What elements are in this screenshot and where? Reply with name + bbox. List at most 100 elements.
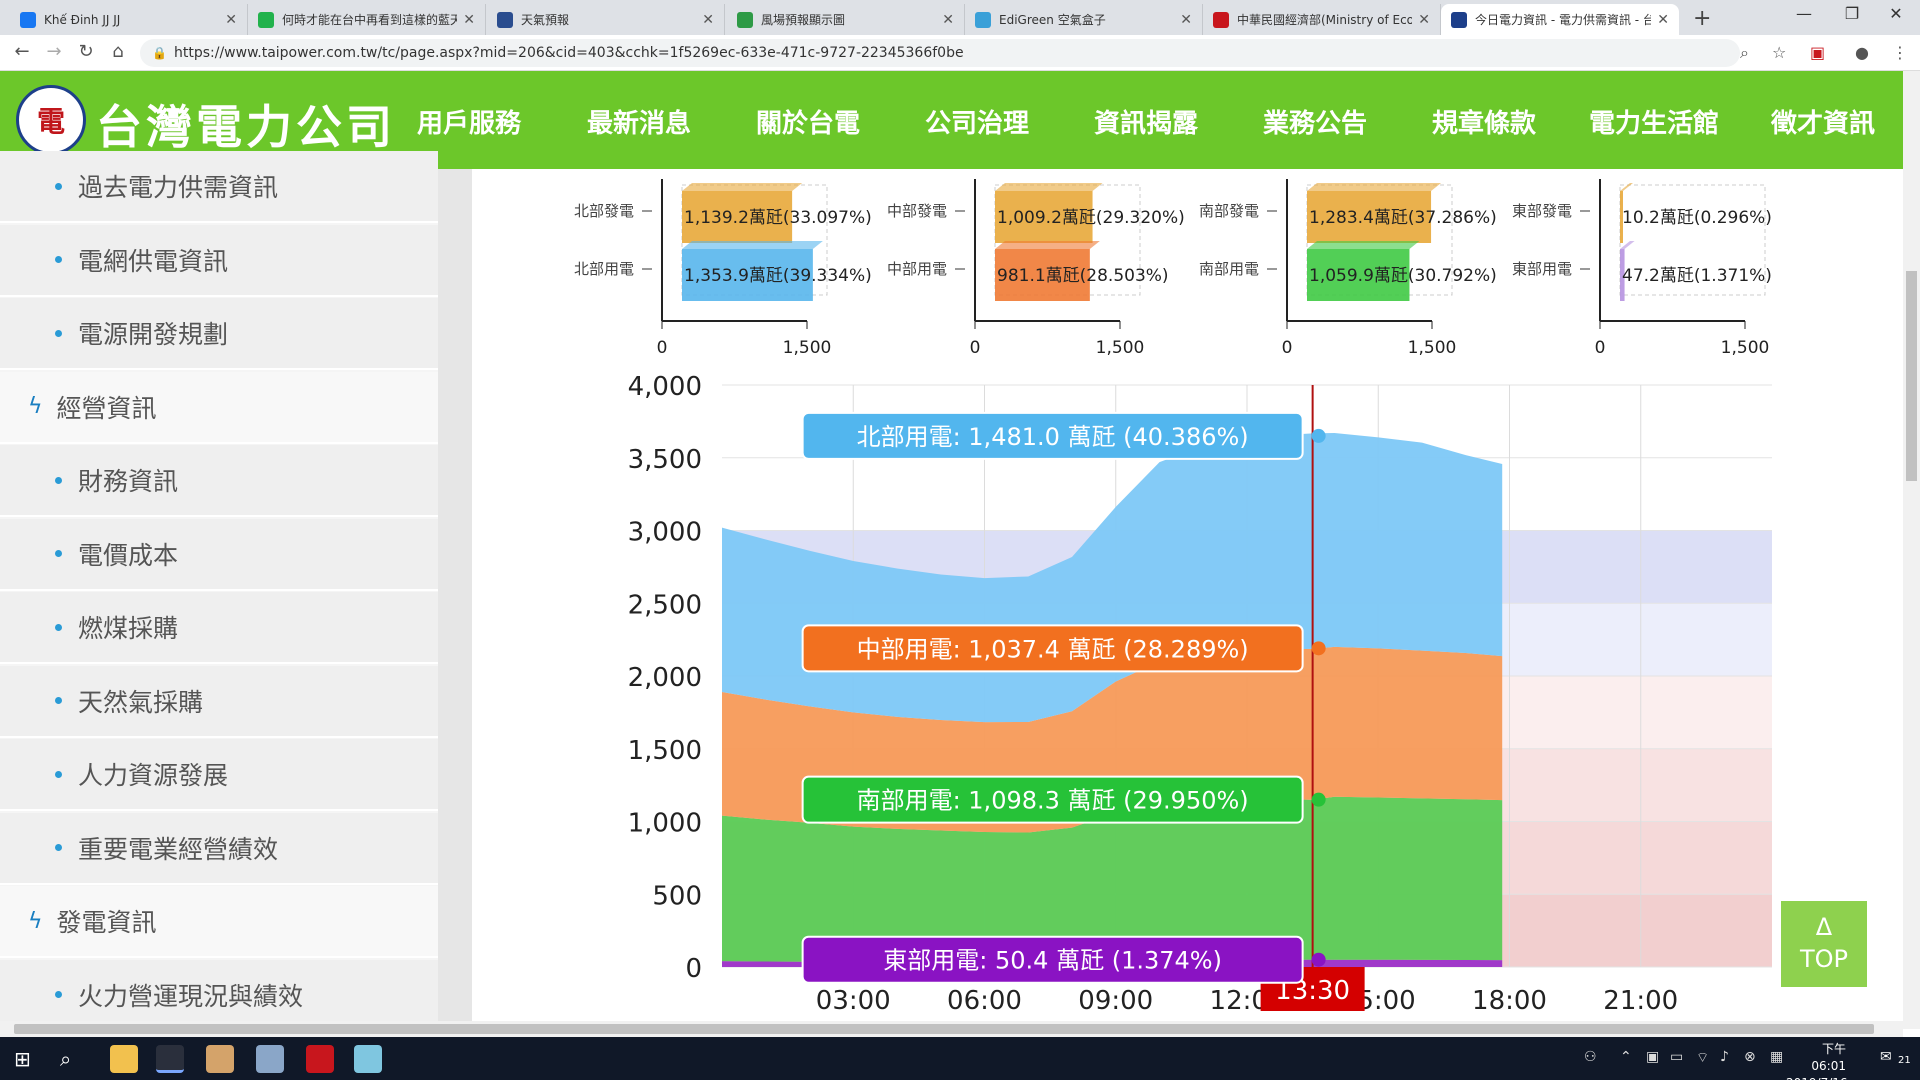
nav-item[interactable]: 公司治理 [925, 109, 1030, 139]
reload-icon[interactable]: ↻ [78, 41, 94, 62]
star-icon[interactable]: ☆ [1772, 43, 1787, 62]
chrome-icon[interactable] [156, 1045, 184, 1073]
sidebar-category[interactable]: ϟ 經營資訊 [0, 371, 438, 444]
bar-mark [682, 191, 793, 243]
site-logo-text[interactable]: 台灣電力公司 [96, 100, 396, 154]
y-tick-label: 500 [652, 881, 702, 911]
bar-top [995, 183, 1103, 191]
browser-tab[interactable]: EdiGreen 空氣盒子 ✕ [965, 4, 1203, 35]
nav-item[interactable]: 徵才資訊 [1771, 109, 1876, 139]
bar-value-label: 47.2萬瓩(1.371%) [1622, 266, 1772, 286]
sidebar-item[interactable]: 火力營運現況與績效 [0, 959, 438, 1032]
minimize-button[interactable]: — [1796, 4, 1812, 23]
bullet-icon [55, 329, 62, 337]
url-field[interactable]: 🔒 https://www.taipower.com.tw/tc/page.as… [140, 39, 1740, 67]
bar-tick-label: 1,500 [1096, 338, 1145, 358]
sidebar-category[interactable]: ϟ 發電資訊 [0, 886, 438, 958]
sidebar-item[interactable]: 電源開發規劃 [0, 298, 438, 370]
volume-icon[interactable]: ♪ [1720, 1049, 1729, 1065]
app-icon[interactable] [206, 1045, 234, 1073]
sidebar-item[interactable]: 天然氣採購 [0, 665, 438, 738]
zoom-icon[interactable]: ⌕ [1740, 43, 1749, 62]
tab-close-icon[interactable]: ✕ [942, 11, 954, 28]
home-icon[interactable]: ⌂ [112, 41, 124, 62]
restore-button[interactable]: ❐ [1844, 4, 1860, 23]
windows-start-icon[interactable]: ⊞ [14, 1047, 31, 1071]
tab-close-icon[interactable]: ✕ [1418, 11, 1430, 28]
back-to-top-button[interactable]: Δ TOP [1781, 901, 1867, 987]
nav-item[interactable]: 業務公告 [1263, 109, 1368, 139]
taskbar-clock[interactable]: 下午 06:01 2019/7/16 [1786, 1041, 1848, 1092]
sidebar-item-label: 財務資訊 [78, 467, 179, 496]
sidebar: 過去電力供需資訊 電網供電資訊電源開發規劃 ϟ 經營資訊財務資訊電價成本 燃煤採購 天然氣… [0, 151, 438, 1032]
people-icon[interactable]: ⚇ [1584, 1049, 1597, 1065]
vertical-scrollbar[interactable] [1903, 71, 1920, 1029]
tray-up-icon[interactable]: ⌃ [1620, 1049, 1632, 1065]
keyboard-icon[interactable]: ▦ [1770, 1049, 1784, 1065]
clock-date: 2019/7/16 [1786, 1076, 1848, 1090]
sidebar-item-label: 發電資訊 [56, 908, 157, 937]
back-icon[interactable]: ← [14, 41, 30, 62]
scroll-thumb[interactable] [1906, 271, 1917, 481]
network-icon[interactable]: ⌔ [1696, 1050, 1710, 1066]
browser-tab[interactable]: 風場預報顯示圖 ✕ [727, 4, 965, 35]
file-explorer-icon[interactable] [110, 1045, 138, 1073]
horizontal-scrollbar[interactable] [0, 1021, 1903, 1037]
bar-top [1307, 183, 1442, 191]
profile-icon[interactable]: ● [1855, 43, 1869, 62]
y-tick-label: 3,500 [628, 445, 702, 475]
extension-icon[interactable]: ▣ [1810, 43, 1826, 62]
tab-close-icon[interactable]: ✕ [225, 11, 237, 28]
notification-icon[interactable]: ✉ [1880, 1049, 1892, 1065]
bar-mark [1307, 249, 1410, 301]
app-icon[interactable] [354, 1045, 382, 1073]
sidebar-item[interactable]: 燃煤採購 [0, 592, 438, 664]
sidebar-item[interactable]: 電網供電資訊 [0, 224, 438, 297]
bar-top [682, 241, 823, 249]
scroll-thumb[interactable] [14, 1024, 1874, 1034]
bar-tick-label: 1,500 [1408, 338, 1457, 358]
browser-tab[interactable]: 中華民國經濟部(Ministry of Econ ✕ [1203, 4, 1441, 35]
nav-item[interactable]: 電力生活館 [1589, 109, 1720, 139]
bar-value-label: 1,283.4萬瓩(37.286%) [1309, 208, 1497, 228]
app-icon[interactable] [256, 1045, 284, 1073]
security-icon[interactable]: ▣ [1646, 1049, 1660, 1065]
tab-favicon-icon [497, 11, 513, 28]
close-tray-icon[interactable]: ⊗ [1744, 1049, 1756, 1065]
taipower-logo-icon[interactable]: 電 [16, 85, 86, 155]
sidebar-item[interactable]: 過去電力供需資訊 [0, 151, 438, 223]
menu-icon[interactable]: ⋮ [1892, 43, 1908, 62]
sidebar-item[interactable]: 重要電業經營績效 [0, 812, 438, 885]
app-icon[interactable] [306, 1045, 334, 1073]
forward-icon[interactable]: → [46, 41, 62, 62]
tab-favicon-icon [1213, 11, 1229, 28]
tooltip-label: 東部用電: 50.4 萬瓩 (1.374%) [883, 947, 1222, 975]
bar-mark [1307, 191, 1432, 243]
tab-close-icon[interactable]: ✕ [702, 11, 714, 28]
tooltip-marker [1311, 792, 1326, 807]
browser-tab[interactable]: 何時才能在台中再看到這樣的藍天 ✕ [248, 4, 486, 35]
sidebar-item[interactable]: 財務資訊 [0, 445, 438, 517]
sidebar-item[interactable]: 電價成本 [0, 518, 438, 591]
sidebar-item[interactable]: 人力資源發展 [0, 739, 438, 811]
tab-close-icon[interactable]: ✕ [463, 11, 475, 28]
browser-tab[interactable]: Khế Đinh JJ JJ ✕ [10, 4, 248, 35]
tab-close-icon[interactable]: ✕ [1657, 11, 1669, 28]
browser-tab[interactable]: 天氣預報 ✕ [487, 4, 725, 35]
nav-item[interactable]: 最新消息 [587, 109, 692, 139]
tab-close-icon[interactable]: ✕ [1180, 11, 1192, 28]
browser-tab[interactable]: 今日電力資訊 - 電力供需資訊 - 台 ✕ [1441, 4, 1679, 35]
sidebar-item-label: 電源開發規劃 [78, 320, 229, 349]
battery-icon[interactable]: ▭ [1670, 1049, 1684, 1065]
nav-item[interactable]: 關於台電 [756, 109, 861, 139]
notification-count: 21 [1898, 1055, 1911, 1066]
nav-item[interactable]: 用戶服務 [417, 109, 522, 139]
y-tick-label: 3,000 [628, 518, 702, 548]
new-tab-button[interactable]: + [1693, 6, 1712, 31]
search-icon[interactable]: ⌕ [60, 1047, 72, 1071]
sidebar-item-label: 經營資訊 [56, 393, 157, 423]
nav-item[interactable]: 資訊揭露 [1094, 109, 1199, 139]
close-window-button[interactable]: ✕ [1889, 4, 1903, 23]
y-tick-label: 2,500 [628, 590, 702, 620]
nav-item[interactable]: 規章條款 [1432, 109, 1537, 139]
